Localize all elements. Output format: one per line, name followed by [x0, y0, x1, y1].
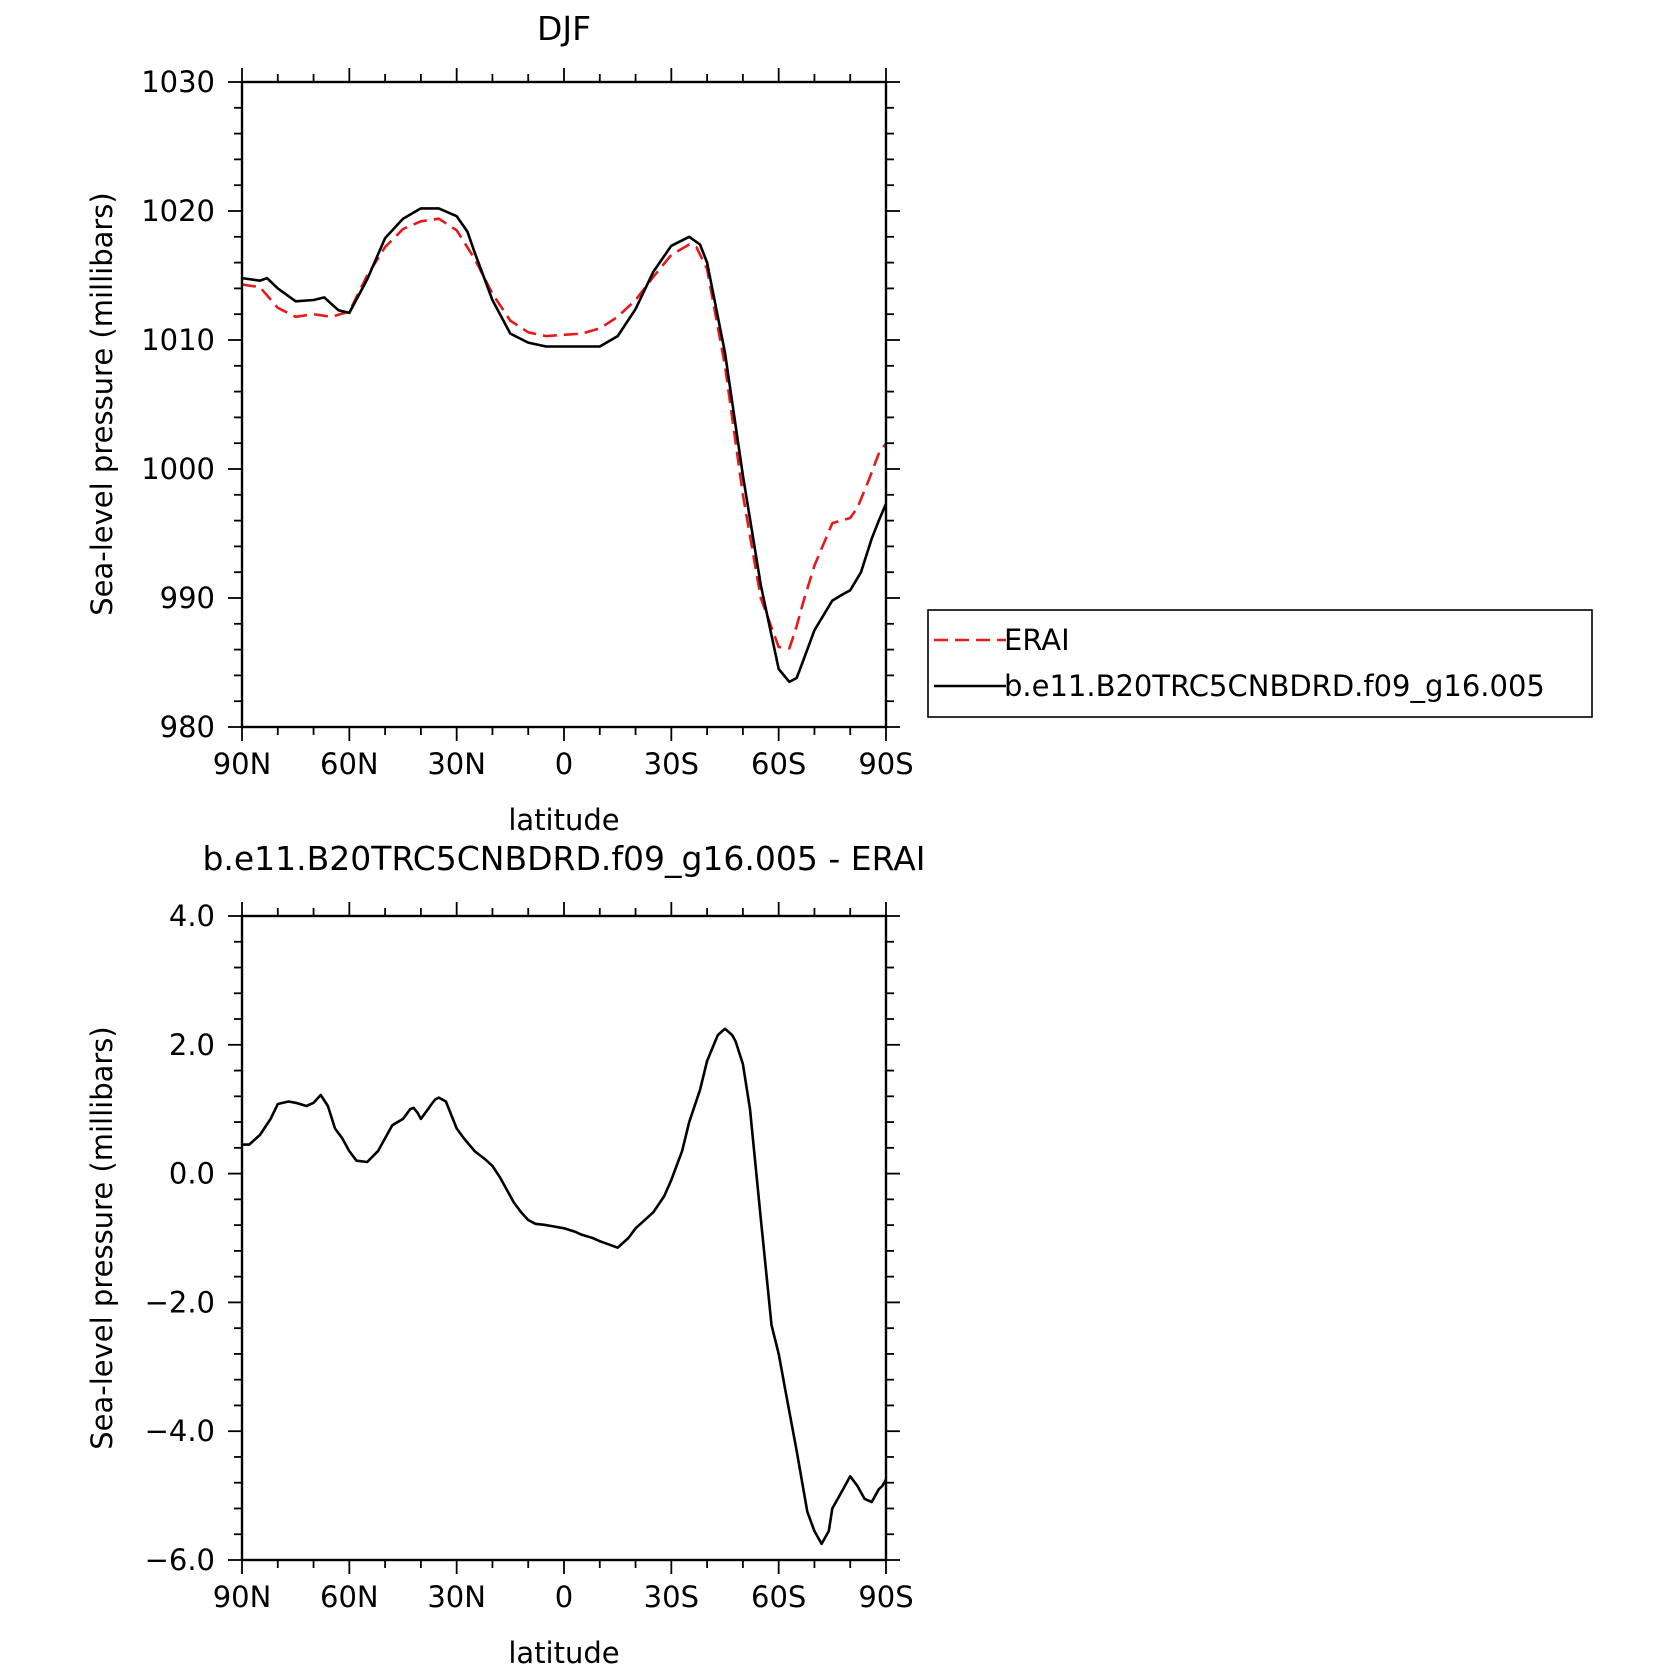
top-panel: DJF 90N 60N 30N 0 30S 60S 90S 980 990 1000 1010 102… [85, 9, 914, 837]
series-line-model [241, 207, 888, 684]
bottom-panel-series [242, 1027, 888, 1546]
y-tick-label: 2.0 [169, 1028, 215, 1062]
y-tick-label: −4.0 [145, 1414, 215, 1448]
series-line-model [242, 1027, 888, 1546]
x-tick-label: 60S [751, 1580, 806, 1614]
y-tick-label: 990 [160, 581, 215, 615]
x-tick-label: 90S [858, 1580, 913, 1614]
top-panel-title: DJF [537, 9, 591, 48]
x-tick-label: 30S [644, 1580, 699, 1614]
legend-model-label: b.e11.B20TRC5CNBDRD.f09_g16.005 [1004, 669, 1545, 703]
bottom-panel-x-axis-label: latitude [508, 1636, 619, 1669]
bottom-panel-ticks [228, 902, 900, 1574]
x-tick-label: 60N [320, 747, 379, 781]
x-tick-label: 90N [213, 1580, 272, 1614]
y-tick-label: 4.0 [169, 899, 215, 933]
series-line-erai [241, 217, 888, 650]
y-tick-label: 0.0 [169, 1157, 215, 1191]
top-panel-series [241, 207, 888, 684]
y-tick-label: −2.0 [145, 1285, 215, 1319]
y-tick-label: 1020 [141, 194, 215, 228]
x-tick-label: 90N [213, 747, 272, 781]
x-tick-label: 90S [858, 747, 913, 781]
bottom-panel-title: b.e11.B20TRC5CNBDRD.f09_g16.005 - ERAI [202, 839, 925, 878]
bottom-panel: b.e11.B20TRC5CNBDRD.f09_g16.005 - ERAI 9… [85, 839, 926, 1669]
y-tick-label: −6.0 [145, 1543, 215, 1577]
top-panel-y-axis-label: Sea-level pressure (millibars) [85, 192, 119, 615]
legend-box [927, 609, 1593, 718]
y-tick-label: 1000 [141, 452, 215, 486]
bottom-panel-y-axis-label: Sea-level pressure (millibars) [85, 1026, 119, 1449]
x-tick-label: 30N [427, 1580, 486, 1614]
x-tick-label: 60N [320, 1580, 379, 1614]
bottom-panel-frame [240, 914, 888, 1562]
y-tick-label: 1030 [141, 65, 215, 99]
x-tick-label: 60S [751, 747, 806, 781]
top-panel-frame [240, 80, 888, 729]
legend: ERAI b.e11.B20TRC5CNBDRD.f09_g16.005 [927, 609, 1593, 718]
top-panel-tick-labels: 90N 60N 30N 0 30S 60S 90S 980 990 1000 1010 1020 103… [141, 65, 913, 781]
y-tick-label: 1010 [141, 323, 215, 357]
legend-erai-label: ERAI [1004, 623, 1070, 657]
top-panel-x-axis-label: latitude [508, 803, 619, 837]
top-panel-ticks [228, 68, 900, 741]
y-tick-label: 980 [160, 710, 215, 744]
x-tick-label: 30S [644, 747, 699, 781]
x-tick-label: 0 [555, 1580, 573, 1614]
x-tick-label: 0 [555, 747, 573, 781]
x-tick-label: 30N [427, 747, 486, 781]
bottom-panel-tick-labels: 90N 60N 30N 0 30S 60S 90S −6.0 −4.0 −2.0 0.0 2.0 4.0 [145, 899, 914, 1614]
